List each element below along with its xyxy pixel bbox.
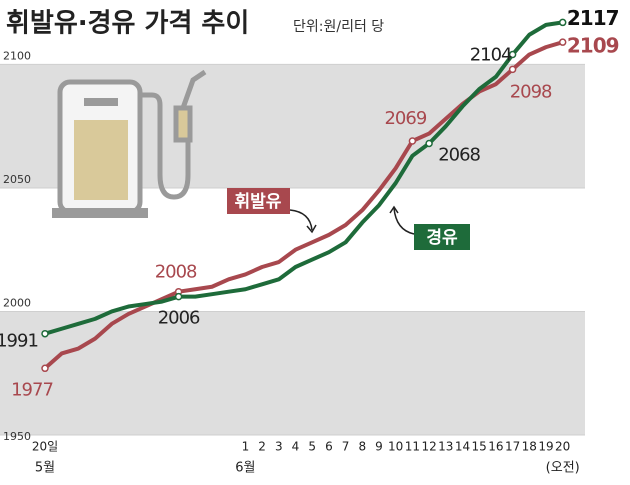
x-tick-label: 20	[555, 440, 570, 454]
chart-title: 휘발유·경유 가격 추이	[6, 9, 249, 39]
y-tick-label: 2050	[3, 173, 31, 186]
legend-label: 휘발유	[235, 191, 282, 212]
point	[558, 18, 567, 27]
x-tick-label: 16	[488, 440, 503, 454]
x-tick-label: 12	[421, 440, 436, 454]
x-tick-label: 7	[342, 440, 350, 454]
y-tick-label: 2100	[3, 49, 31, 62]
x-tick-label: 9	[375, 440, 383, 454]
x-tick-label: 15	[472, 440, 487, 454]
x-tick-label: 5	[308, 440, 316, 454]
series-line	[44, 20, 563, 336]
x-tick-label: 6	[325, 440, 333, 454]
y-tick-label: 2000	[3, 296, 31, 309]
x-tick-label: 11	[405, 440, 420, 454]
x-tick-label: 1	[242, 440, 250, 454]
x-tick-label: 10	[388, 440, 403, 454]
month-label: 6월	[235, 461, 255, 476]
arrow-head	[306, 224, 317, 234]
x-tick-label: 8	[358, 440, 366, 454]
x-tick-label: 13	[438, 440, 453, 454]
point	[41, 329, 49, 338]
point	[174, 292, 183, 301]
legend-box	[227, 188, 290, 214]
arrow	[289, 209, 313, 231]
x-tick-label: 17	[505, 440, 520, 454]
value-label: 2008	[155, 262, 197, 283]
value-label: 2006	[158, 308, 200, 329]
x-tick-label: 2	[258, 440, 266, 454]
legend-gasoline: 휘발유	[227, 188, 317, 234]
value-label: 2068	[438, 144, 480, 165]
x-tick-label: 18	[522, 440, 537, 454]
legend-label: 경유	[426, 228, 458, 248]
value-label: 2104	[470, 45, 512, 66]
point	[558, 38, 567, 46]
point	[425, 139, 433, 148]
x-tick-label: 20일	[32, 440, 58, 454]
arrow	[393, 207, 415, 235]
x-tick-label: 19	[538, 440, 553, 454]
value-label: 2117	[567, 6, 619, 30]
x-tick-label: 14	[455, 440, 470, 454]
value-label: 2098	[510, 81, 552, 102]
y-tick-label: 1950	[3, 430, 31, 443]
x-tick-label: 4	[292, 440, 300, 454]
pump-icon	[52, 69, 207, 218]
month-label: (오전)	[546, 461, 580, 476]
chart-subtitle: 단위:원/리터 당	[293, 19, 384, 35]
x-tick-label: 3	[275, 440, 283, 454]
point	[508, 65, 517, 74]
value-label: 1991	[0, 331, 38, 352]
value-label: 1977	[11, 379, 53, 400]
legend-diesel: 경유	[389, 205, 470, 250]
value-label: 2109	[567, 34, 619, 58]
month-label: 5월	[35, 461, 55, 476]
value-label: 2069	[384, 108, 426, 129]
point	[508, 50, 517, 59]
point	[408, 137, 417, 145]
arrow-head	[389, 205, 399, 214]
band	[0, 311, 585, 435]
legend-box	[414, 224, 470, 250]
point	[41, 364, 49, 373]
